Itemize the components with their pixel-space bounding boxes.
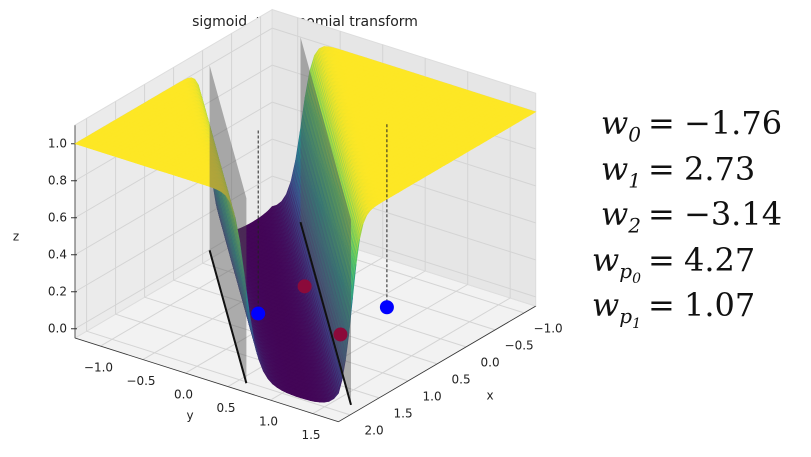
z-tick-label: 0.6 bbox=[48, 210, 67, 224]
z-tick-label: 0.0 bbox=[48, 321, 67, 335]
x-axis-label: x bbox=[486, 389, 493, 403]
y-tick-label: −1.0 bbox=[84, 361, 113, 375]
symbol: w0 bbox=[601, 104, 641, 146]
symbol: w2 bbox=[601, 195, 641, 237]
surface bbox=[74, 45, 537, 403]
weight-value: 2.73 bbox=[684, 149, 756, 188]
symbol-letter: w bbox=[600, 104, 629, 142]
relation: = bbox=[648, 195, 675, 233]
symbol-letter: w bbox=[591, 286, 620, 324]
y-tick-label: 1.0 bbox=[259, 415, 278, 429]
data-point bbox=[297, 279, 312, 294]
grid-line bbox=[86, 330, 351, 416]
z-tick-label: 1.0 bbox=[48, 136, 67, 150]
x-tick-label: 0.0 bbox=[481, 355, 500, 369]
subscript: p0 bbox=[619, 258, 641, 287]
relation: = bbox=[648, 149, 675, 188]
subsubscript: 0 bbox=[632, 270, 641, 287]
weight-value: 1.07 bbox=[684, 286, 756, 324]
weight-value: −3.14 bbox=[684, 195, 783, 233]
grid-line bbox=[74, 175, 273, 293]
x-tick-label: 0.5 bbox=[452, 372, 471, 386]
axis-line bbox=[338, 305, 536, 423]
relation: = bbox=[648, 286, 675, 324]
z-tick-label: 0.2 bbox=[48, 284, 67, 298]
z-axis-label: z bbox=[13, 230, 19, 244]
symbol-letter: w bbox=[600, 149, 629, 188]
subscript: 2 bbox=[628, 213, 641, 238]
grid-line bbox=[74, 138, 273, 256]
x-tick-label: 1.5 bbox=[394, 406, 413, 420]
subscript: p1 bbox=[619, 304, 641, 333]
grid-line bbox=[312, 297, 511, 415]
subscript: 1 bbox=[628, 167, 641, 192]
data-point bbox=[251, 306, 266, 321]
relation: = bbox=[648, 104, 675, 142]
z-tick-label: 0.8 bbox=[48, 173, 67, 187]
x-tick-label: 2.0 bbox=[365, 423, 384, 437]
y-tick-label: 0.5 bbox=[216, 401, 235, 415]
y-tick-label: −0.5 bbox=[126, 374, 155, 388]
symbol-letter: w bbox=[591, 240, 620, 279]
data-point bbox=[333, 327, 348, 342]
data-point bbox=[379, 300, 394, 315]
weight-value: −1.76 bbox=[684, 104, 783, 142]
x-tick-label: −1.0 bbox=[534, 321, 563, 335]
y-tick-label: 1.5 bbox=[301, 428, 320, 442]
y-axis-label: y bbox=[186, 409, 193, 423]
y-tick-label: 0.0 bbox=[174, 388, 193, 402]
symbol: wp1 bbox=[592, 286, 641, 332]
symbol: w1 bbox=[601, 150, 641, 192]
subsubscript: 1 bbox=[632, 316, 641, 333]
symbol: wp0 bbox=[592, 241, 641, 287]
weight-value: 4.27 bbox=[684, 240, 756, 279]
subscript: 0 bbox=[628, 122, 641, 147]
z-tick-label: 0.4 bbox=[48, 247, 67, 261]
relation: = bbox=[648, 240, 675, 279]
x-tick-label: −0.5 bbox=[505, 338, 534, 352]
symbol-letter: w bbox=[600, 195, 629, 233]
axis-line bbox=[74, 337, 339, 423]
x-tick-label: 1.0 bbox=[423, 389, 442, 403]
